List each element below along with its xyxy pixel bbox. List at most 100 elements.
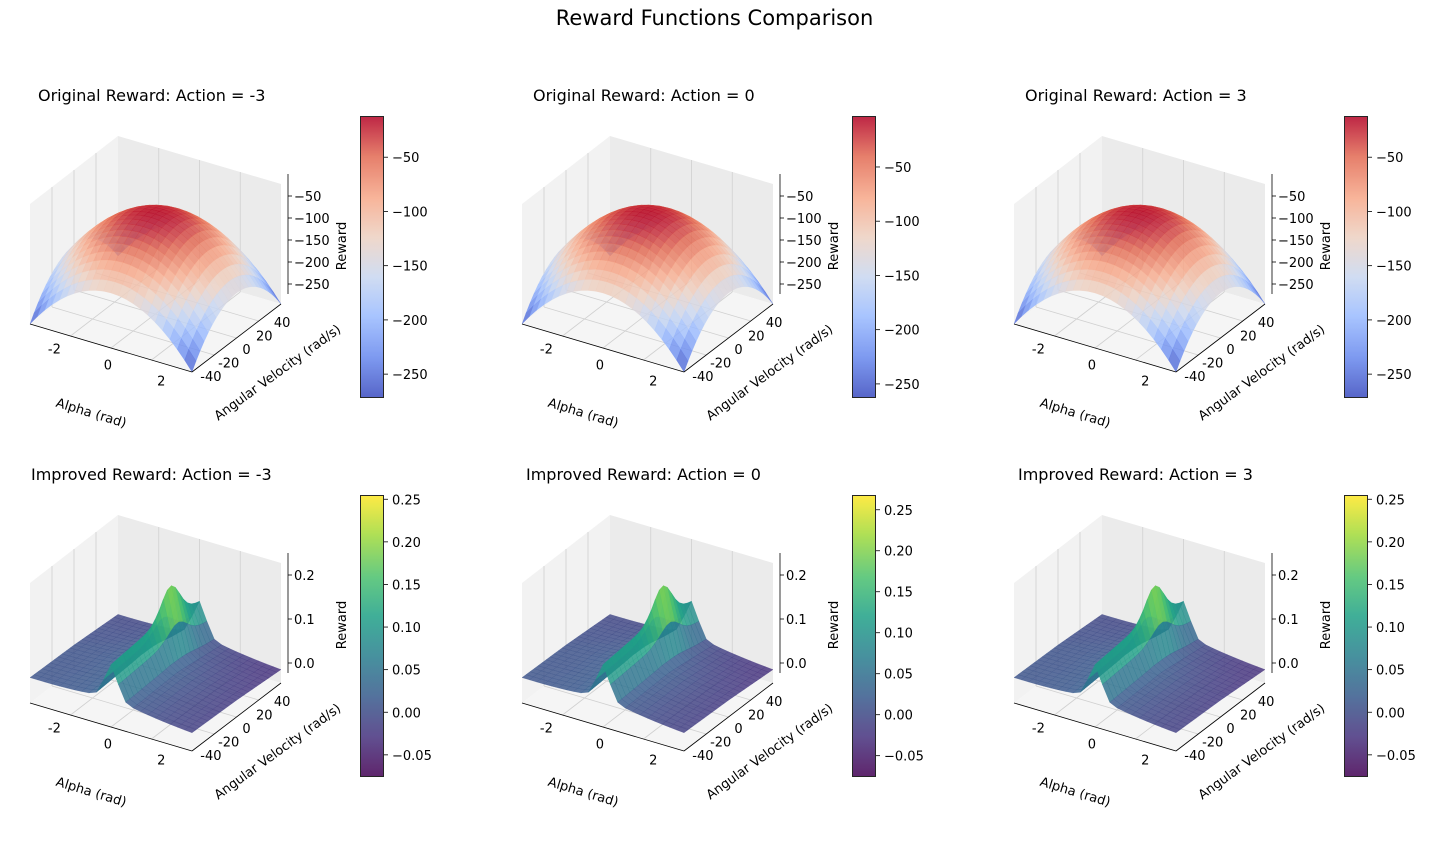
z-tick-label: 0.1 bbox=[294, 613, 315, 628]
z-axis-label: Reward bbox=[827, 222, 842, 270]
x-tick-label: 2 bbox=[649, 374, 657, 389]
x-tick-label: -2 bbox=[1032, 722, 1045, 737]
x-tick-label: 2 bbox=[157, 374, 165, 389]
colorbar bbox=[852, 495, 876, 777]
colorbar bbox=[1344, 495, 1368, 777]
y-tick-label: 40 bbox=[274, 695, 291, 710]
z-axis-label: Reward bbox=[335, 601, 350, 649]
z-tick-label: −150 bbox=[294, 234, 330, 249]
colorbar-tick-label: 0.05 bbox=[884, 668, 913, 683]
colorbar bbox=[360, 116, 384, 398]
colorbar-tick-label: −200 bbox=[1376, 314, 1412, 329]
colorbar-tick-label: 0.25 bbox=[884, 504, 913, 519]
z-tick-label: −200 bbox=[1278, 256, 1314, 271]
z-tick-label: −50 bbox=[294, 190, 321, 205]
colorbar-ticks: −50 −100 −150 −200 −250 bbox=[384, 86, 464, 466]
colorbar-ticks: 0.250.200.150.100.050.00−0.05 bbox=[384, 465, 464, 845]
z-tick-label: −100 bbox=[1278, 212, 1314, 227]
y-tick-label: 0 bbox=[1226, 722, 1234, 737]
colorbar-tick-label: 0.10 bbox=[884, 627, 913, 642]
x-axis-label: Alpha (rad) bbox=[1038, 396, 1112, 432]
z-tick-label: 0.2 bbox=[1278, 569, 1299, 584]
figure-title: Reward Functions Comparison bbox=[0, 6, 1429, 30]
x-axis-label: Alpha (rad) bbox=[54, 775, 128, 811]
y-tick-label: 20 bbox=[256, 708, 273, 723]
colorbar-tick-label: −0.05 bbox=[884, 750, 924, 765]
y-tick-label: -40 bbox=[200, 749, 221, 764]
y-tick-label: -20 bbox=[710, 736, 731, 751]
y-tick-label: 20 bbox=[1240, 708, 1257, 723]
colorbar-tick-label: −100 bbox=[884, 215, 920, 230]
y-tick-label: 0 bbox=[242, 343, 250, 358]
colorbar-tick-label: −250 bbox=[1376, 368, 1412, 383]
y-tick-label: 20 bbox=[256, 329, 273, 344]
colorbar-tick-label: 0.00 bbox=[1376, 706, 1405, 721]
z-tick-label: −100 bbox=[294, 212, 330, 227]
z-tick-label: −100 bbox=[786, 212, 822, 227]
x-tick-label: -2 bbox=[540, 343, 553, 358]
colorbar-tick-label: −200 bbox=[392, 314, 428, 329]
colorbar-tick-label: −150 bbox=[392, 260, 428, 275]
y-tick-label: -20 bbox=[1202, 357, 1223, 372]
x-tick-label: -2 bbox=[1032, 343, 1045, 358]
z-axis-label: Reward bbox=[827, 601, 842, 649]
x-tick-label: 2 bbox=[157, 753, 165, 768]
colorbar-ticks: 0.250.200.150.100.050.00−0.05 bbox=[1368, 465, 1429, 845]
x-tick-label: -2 bbox=[48, 343, 61, 358]
colorbar-tick-label: −250 bbox=[884, 378, 920, 393]
y-tick-label: 0 bbox=[734, 722, 742, 737]
z-axis-label: Reward bbox=[1319, 222, 1334, 270]
colorbar-tick-label: −0.05 bbox=[392, 749, 432, 764]
x-axis-label: Alpha (rad) bbox=[546, 396, 620, 432]
x-tick-label: 0 bbox=[104, 737, 112, 752]
z-tick-label: −250 bbox=[1278, 278, 1314, 293]
z-tick-label: −150 bbox=[1278, 234, 1314, 249]
z-tick-label: 0.1 bbox=[786, 613, 807, 628]
colorbar-tick-label: 0.10 bbox=[392, 621, 421, 636]
colorbar-tick-label: 0.05 bbox=[392, 664, 421, 679]
colorbar-ticks: −50−100−150−200−250 bbox=[876, 86, 956, 466]
colorbar-tick-label: −250 bbox=[392, 368, 428, 383]
y-tick-label: 20 bbox=[748, 329, 765, 344]
y-tick-label: 0 bbox=[1226, 343, 1234, 358]
y-tick-label: -20 bbox=[218, 736, 239, 751]
colorbar-tick-label: −100 bbox=[1376, 205, 1412, 220]
x-tick-label: -2 bbox=[540, 722, 553, 737]
z-axis-label: Reward bbox=[335, 222, 350, 270]
y-tick-label: -40 bbox=[200, 370, 221, 385]
colorbar-tick-label: 0.00 bbox=[884, 709, 913, 724]
x-tick-label: 0 bbox=[1088, 358, 1096, 373]
colorbar-tick-label: 0.05 bbox=[1376, 664, 1405, 679]
colorbar-tick-label: 0.20 bbox=[392, 536, 421, 551]
y-tick-label: 0 bbox=[242, 722, 250, 737]
x-tick-label: 0 bbox=[104, 358, 112, 373]
y-tick-label: 40 bbox=[1258, 695, 1275, 710]
x-axis-label: Alpha (rad) bbox=[546, 775, 620, 811]
y-tick-label: -40 bbox=[692, 749, 713, 764]
colorbar-tick-label: 0.15 bbox=[884, 586, 913, 601]
colorbar-tick-label: −100 bbox=[392, 205, 428, 220]
y-tick-label: 40 bbox=[1258, 316, 1275, 331]
x-tick-label: 2 bbox=[1141, 374, 1149, 389]
y-tick-label: -20 bbox=[710, 357, 731, 372]
x-axis-label: Alpha (rad) bbox=[54, 396, 128, 432]
y-tick-label: -20 bbox=[1202, 736, 1223, 751]
colorbar-tick-label: −50 bbox=[884, 161, 911, 176]
y-tick-label: -20 bbox=[218, 357, 239, 372]
colorbar-tick-label: −50 bbox=[392, 151, 419, 166]
y-tick-label: 20 bbox=[748, 708, 765, 723]
z-tick-label: 0.0 bbox=[786, 657, 807, 672]
z-tick-label: −200 bbox=[786, 256, 822, 271]
z-tick-label: 0.2 bbox=[786, 569, 807, 584]
z-tick-label: 0.0 bbox=[294, 657, 315, 672]
x-axis-label: Alpha (rad) bbox=[1038, 775, 1112, 811]
y-tick-label: 40 bbox=[274, 316, 291, 331]
colorbar-tick-label: 0.25 bbox=[1376, 493, 1405, 508]
colorbar-tick-label: 0.20 bbox=[1376, 536, 1405, 551]
colorbar-tick-label: 0.15 bbox=[392, 578, 421, 593]
z-tick-label: 0.1 bbox=[1278, 613, 1299, 628]
